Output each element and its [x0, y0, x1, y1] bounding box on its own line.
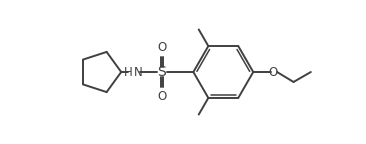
Text: O: O: [157, 90, 167, 103]
Text: S: S: [157, 65, 166, 79]
Text: O: O: [269, 66, 278, 78]
Text: H: H: [124, 66, 133, 78]
Text: N: N: [134, 66, 143, 79]
Text: O: O: [157, 41, 167, 54]
